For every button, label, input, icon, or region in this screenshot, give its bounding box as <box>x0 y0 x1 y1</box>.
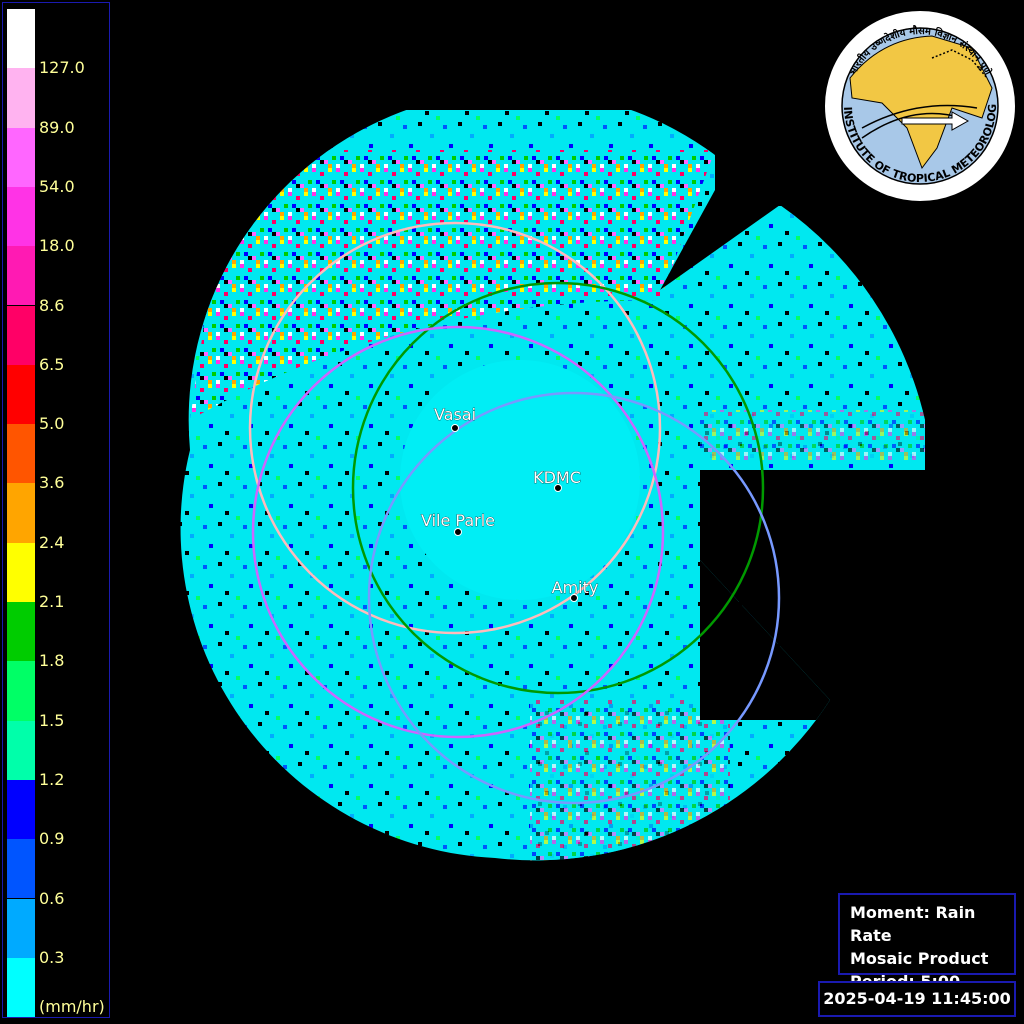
color-legend: 127.0 89.0 54.0 18.0 8.6 6.5 5.0 3.6 2.4 2.1 1.8 1.… <box>2 2 110 1018</box>
legend-tick-label: 0.3 <box>39 947 65 967</box>
site-label-amity: Amity <box>552 578 599 597</box>
legend-tick-label: 0.9 <box>39 829 65 849</box>
legend-swatch <box>7 542 35 602</box>
legend-tick-label: 18.0 <box>39 236 75 256</box>
iitm-logo: INDIAN INSTITUTE OF TROPICAL METEOROLOGY… <box>822 8 1017 203</box>
legend-swatch <box>7 661 35 721</box>
legend-tick-label: 1.2 <box>39 769 65 789</box>
range-ring-kdmc <box>351 281 765 695</box>
legend-swatch <box>7 246 35 306</box>
legend-swatch <box>7 68 35 128</box>
legend-units: (mm/hr) <box>39 997 105 1016</box>
legend-tick-label: 127.0 <box>39 58 85 78</box>
site-label-vile-parle: Vile Parle <box>421 511 495 530</box>
moment-label: Moment: Rain Rate <box>850 903 976 945</box>
legend-tick-label: 3.6 <box>39 473 65 493</box>
legend-tick-label: 2.1 <box>39 592 65 611</box>
product-label: Mosaic Product <box>850 949 989 968</box>
legend-swatch <box>7 186 35 247</box>
radar-range-rings <box>248 221 781 805</box>
legend-tick-label: 5.0 <box>39 414 65 434</box>
legend-swatch <box>7 127 35 187</box>
site-marker-kdmc <box>554 484 562 492</box>
legend-swatch <box>7 957 35 1018</box>
legend-swatch <box>7 305 35 365</box>
legend-tick-label: 2.4 <box>39 532 65 552</box>
site-marker-vasai <box>451 424 459 432</box>
legend-swatch <box>7 720 35 780</box>
site-label-kdmc: KDMC <box>533 468 581 487</box>
legend-swatch <box>7 364 35 425</box>
range-ring-vile-parle <box>251 325 665 739</box>
legend-swatch <box>7 602 35 662</box>
legend-tick-label: 1.8 <box>39 651 65 671</box>
site-label-vasai: Vasai <box>434 405 476 424</box>
legend-tick-label: 1.5 <box>39 710 65 730</box>
legend-tick-label: 89.0 <box>39 117 75 137</box>
legend-swatch <box>7 839 35 899</box>
legend-tick-label: 8.6 <box>39 295 65 315</box>
legend-swatch <box>7 779 35 840</box>
site-markers: Vasai KDMC Vile Parle Amity <box>421 405 599 602</box>
site-marker-vile-parle <box>454 528 462 536</box>
legend-swatch <box>7 483 35 543</box>
timestamp-box: 2025-04-19 11:45:00 <box>818 981 1016 1017</box>
range-ring-vasai <box>248 221 662 635</box>
legend-swatch <box>7 424 35 484</box>
site-marker-amity <box>570 594 578 602</box>
product-info-box: Moment: Rain Rate Mosaic Product Period:… <box>838 893 1016 991</box>
legend-tick-label: 0.6 <box>39 888 65 908</box>
legend-tick-label: 6.5 <box>39 354 65 374</box>
legend-tick-label: 54.0 <box>39 176 75 196</box>
legend-swatch <box>7 9 35 69</box>
legend-swatch <box>7 898 35 958</box>
timestamp: 2025-04-19 11:45:00 <box>823 989 1011 1008</box>
range-ring-amity <box>367 391 781 805</box>
